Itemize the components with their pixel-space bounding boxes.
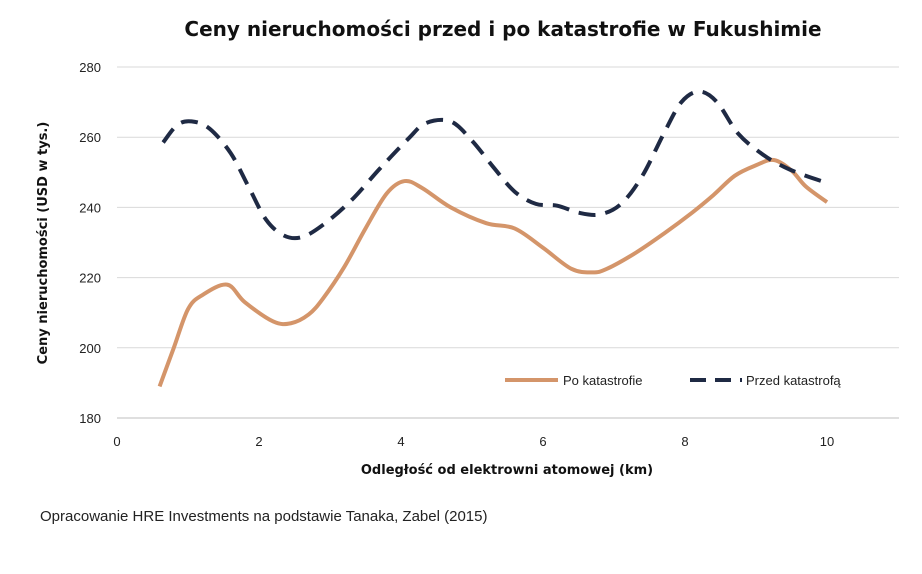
y-tick-180: 180	[79, 411, 101, 426]
y-tick-280: 280	[79, 60, 101, 75]
x-tick-2: 2	[255, 434, 262, 449]
chart-title: Ceny nieruchomości przed i po katastrofi…	[184, 17, 821, 41]
legend: Po katastrofie Przed katastrofą	[505, 373, 841, 388]
x-tick-10: 10	[820, 434, 834, 449]
x-tick-6: 6	[539, 434, 546, 449]
legend-label-przed-katastrofa: Przed katastrofą	[746, 373, 841, 388]
legend-label-po-katastrofie: Po katastrofie	[563, 373, 643, 388]
gridlines	[117, 66, 899, 419]
y-tick-220: 220	[79, 271, 101, 286]
series-lines	[157, 89, 829, 388]
y-tick-240: 240	[79, 200, 101, 215]
source-note: Opracowanie HRE Investments na podstawie…	[40, 508, 488, 525]
y-tick-260: 260	[79, 130, 101, 145]
y-tick-200: 200	[79, 341, 101, 356]
x-axis-label: Odległość od elektrowni atomowej (km)	[361, 463, 653, 478]
x-tick-4: 4	[397, 434, 404, 449]
y-axis-label: Ceny nieruchomości (USD w tys.)	[36, 122, 51, 365]
x-tick-8: 8	[681, 434, 688, 449]
series-line-przed-katastrofa	[161, 89, 828, 241]
series-line-po-katastrofie	[157, 157, 829, 388]
y-tick-labels: 180 200 220 240 260 280	[79, 60, 101, 426]
x-tick-labels: 0 2 4 6 8 10	[113, 434, 834, 449]
x-tick-0: 0	[113, 434, 120, 449]
